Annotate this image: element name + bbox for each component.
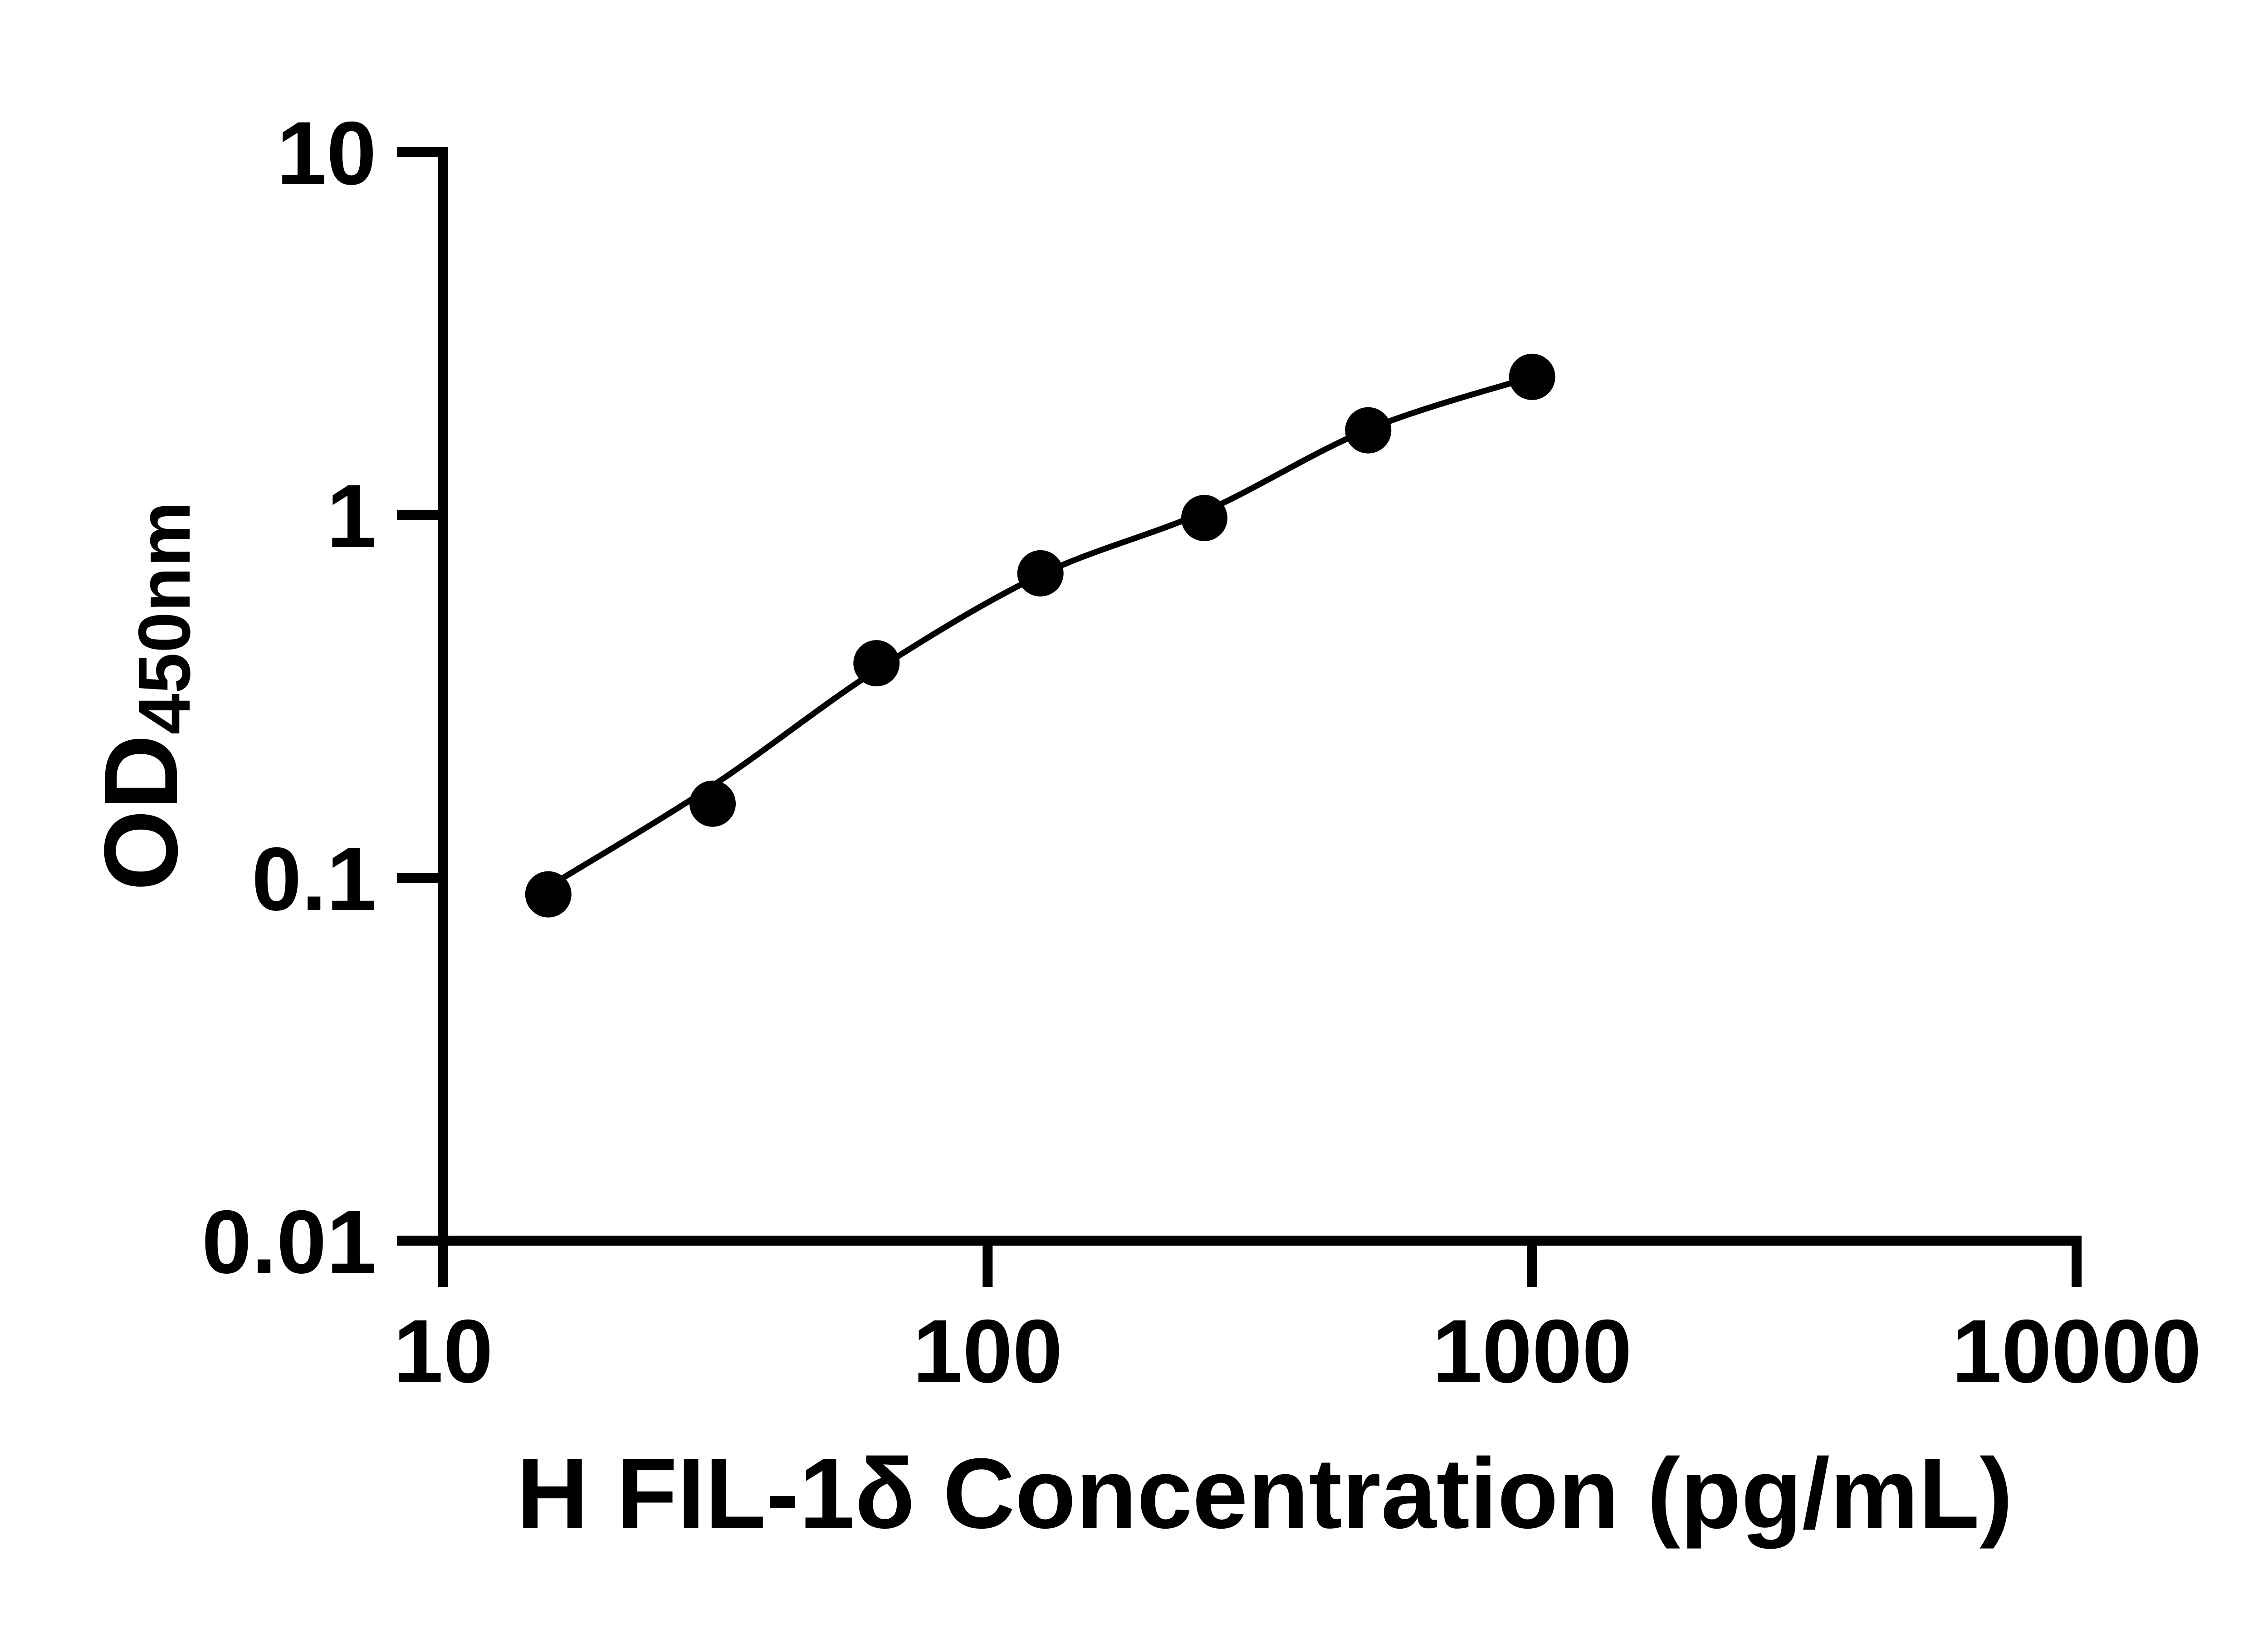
data-point xyxy=(525,871,572,918)
x-tick-label: 1000 xyxy=(1432,1301,1632,1401)
y-tick-label: 10 xyxy=(277,103,376,203)
x-axis-title: H FIL-1δ Concentration (pg/mL) xyxy=(517,1437,2013,1549)
plot-area xyxy=(525,353,1555,918)
x-tick-label: 10000 xyxy=(1952,1301,2202,1401)
y-axis-title-sub: 450nm xyxy=(123,502,205,734)
y-tick-label: 0.01 xyxy=(202,1192,376,1292)
y-tick-label: 0.1 xyxy=(252,829,376,929)
x-tick-label: 100 xyxy=(913,1301,1062,1401)
data-point xyxy=(689,780,736,827)
axes: 10 100 1000 10000 10 1 0.1 0.01 xyxy=(202,103,2202,1401)
data-point xyxy=(1509,353,1555,400)
data-point xyxy=(1017,550,1064,596)
data-point xyxy=(1181,495,1227,541)
data-point xyxy=(1345,407,1392,454)
y-axis-title-main: OD xyxy=(83,734,199,891)
data-point xyxy=(853,640,900,687)
x-tick-label: 10 xyxy=(393,1301,493,1401)
y-axis-title: OD450nm xyxy=(83,502,205,891)
y-tick-label: 1 xyxy=(327,466,376,566)
